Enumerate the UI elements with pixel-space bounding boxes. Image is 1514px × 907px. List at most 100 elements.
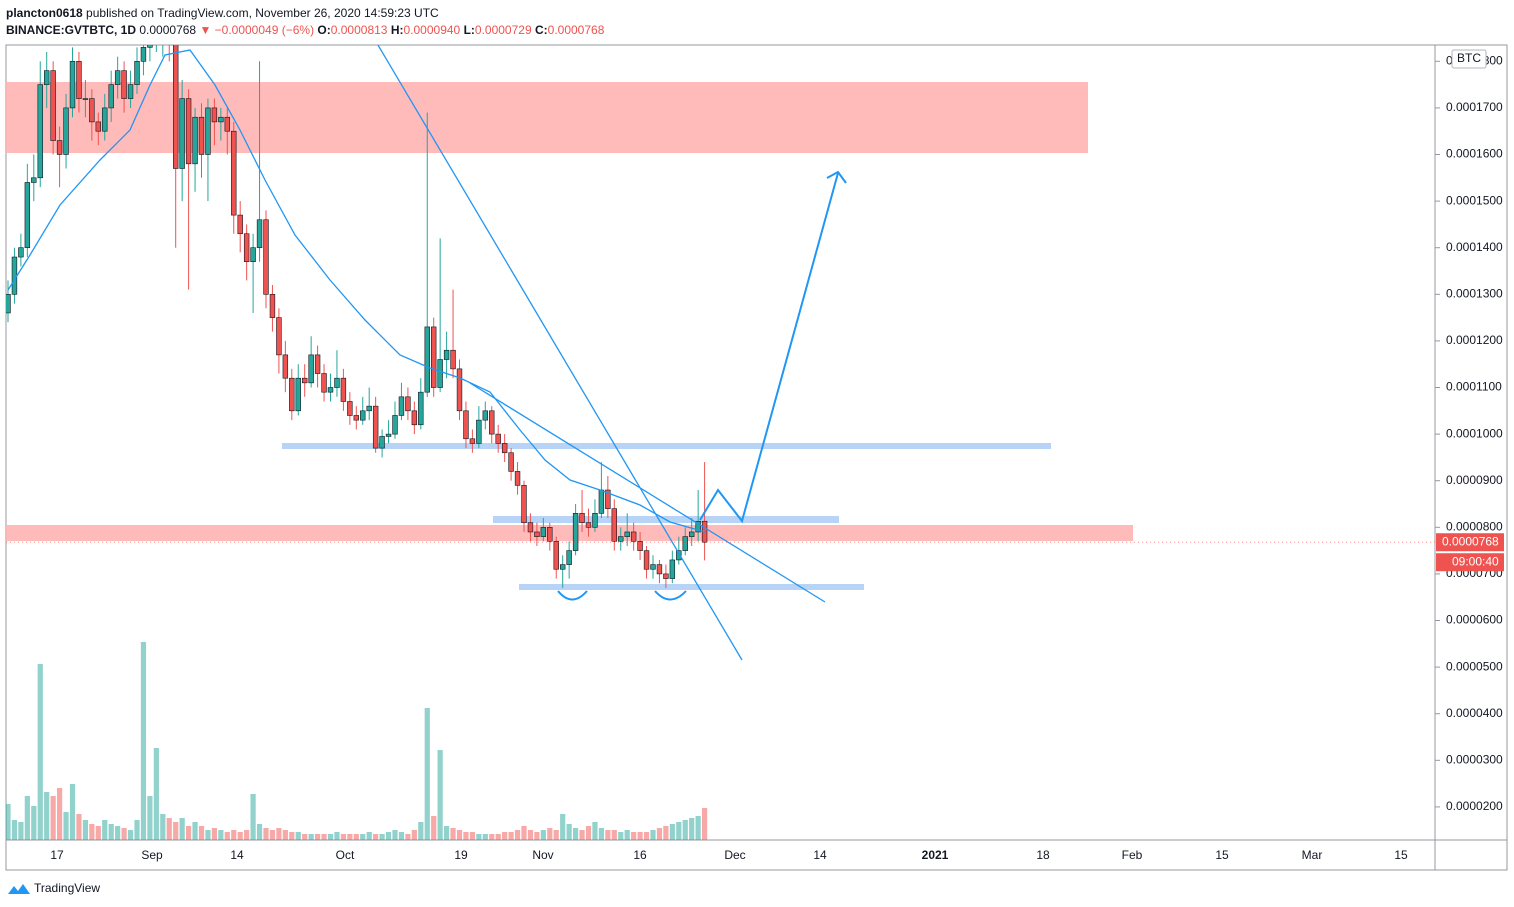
volume-bar bbox=[624, 830, 630, 840]
volume-bar bbox=[69, 784, 76, 840]
candle-body bbox=[360, 410, 366, 421]
y-tick-label: 0.0000300 bbox=[1446, 752, 1503, 766]
candle-body bbox=[592, 513, 598, 528]
volume-bar bbox=[50, 796, 56, 840]
volume-bar bbox=[244, 830, 250, 840]
candle-body bbox=[385, 433, 392, 437]
published: published on TradingView.com, November 2… bbox=[86, 6, 439, 20]
last-price: 0.0000768 bbox=[1442, 534, 1499, 548]
candle-body bbox=[205, 107, 211, 155]
volume-bar bbox=[347, 834, 353, 840]
candle-body bbox=[243, 233, 250, 262]
candle-body bbox=[534, 531, 540, 537]
candle-body bbox=[495, 433, 501, 444]
y-tick-label: 0.0001700 bbox=[1446, 100, 1503, 114]
volume-bar bbox=[547, 828, 553, 840]
volume-bar bbox=[95, 826, 101, 840]
x-tick-label: 2021 bbox=[922, 848, 949, 862]
ohlc-key: H: bbox=[390, 23, 404, 37]
volume-bar bbox=[560, 814, 566, 840]
candle-body bbox=[224, 116, 230, 132]
candle-body bbox=[134, 61, 140, 85]
volume-bar bbox=[308, 834, 314, 840]
candle-body bbox=[314, 354, 321, 374]
trend-line bbox=[377, 45, 743, 661]
volume-bar bbox=[424, 708, 430, 840]
volume-bar bbox=[573, 828, 579, 840]
volume-bar bbox=[405, 834, 411, 840]
y-tick-label: 0.0000200 bbox=[1446, 799, 1503, 813]
volume-bar bbox=[585, 826, 592, 840]
volume-bar bbox=[315, 834, 321, 840]
y-tick-label: 0.0001100 bbox=[1446, 380, 1502, 394]
volume-bar bbox=[527, 830, 534, 840]
volume-bar bbox=[482, 834, 488, 840]
volume-bar bbox=[102, 820, 108, 840]
y-tick-label: 0.0000900 bbox=[1446, 473, 1503, 487]
volume-bar bbox=[663, 826, 669, 840]
volume-bar bbox=[695, 816, 701, 840]
volume-bar bbox=[63, 812, 69, 840]
volume-bar bbox=[173, 822, 179, 840]
candle-body bbox=[321, 373, 327, 393]
candle-body bbox=[456, 368, 463, 412]
x-tick-label: 15 bbox=[1394, 848, 1408, 862]
volume-bar bbox=[334, 832, 340, 840]
volume-bar bbox=[676, 822, 682, 840]
currency-badge bbox=[1451, 49, 1487, 69]
volume-bar bbox=[398, 832, 405, 840]
volume-bar bbox=[44, 792, 50, 840]
bottom-arc bbox=[557, 590, 588, 601]
candle-body bbox=[295, 377, 301, 412]
x-tick-label: Oct bbox=[336, 848, 355, 862]
candle-body bbox=[676, 550, 682, 561]
candle-body bbox=[121, 70, 127, 99]
time-axis: 17 Sep 14 Oct 19 Nov 16 Dec 14 2021 18 Feb 15 Mar 15 bbox=[50, 848, 1408, 862]
volume-bar bbox=[198, 826, 205, 840]
projection-arrow bbox=[699, 172, 839, 524]
ohlc-h: H:0.0000940 bbox=[391, 23, 460, 37]
candle-body bbox=[140, 47, 147, 62]
candle-body bbox=[31, 177, 37, 183]
candle-body bbox=[185, 98, 192, 165]
candle-body bbox=[114, 70, 121, 85]
candle-body bbox=[269, 294, 276, 318]
volume-bar bbox=[631, 832, 637, 840]
candle-body bbox=[527, 522, 534, 533]
candle-body bbox=[256, 219, 263, 249]
volume-bar bbox=[534, 832, 540, 840]
volume-bar bbox=[618, 832, 624, 840]
bottom-arc bbox=[654, 590, 687, 601]
volume-bar bbox=[153, 748, 159, 840]
y-tick-label: 0.0000600 bbox=[1446, 613, 1503, 627]
volume-bar bbox=[108, 824, 114, 840]
candle-body bbox=[682, 536, 688, 551]
volume-bar bbox=[385, 832, 392, 840]
volume-bar bbox=[373, 834, 379, 840]
volume-bar bbox=[553, 830, 559, 840]
annotations bbox=[7, 45, 847, 661]
volume-bar bbox=[250, 794, 256, 840]
volume-bar bbox=[147, 796, 153, 840]
volume-bar bbox=[437, 750, 443, 840]
candle-body bbox=[598, 489, 605, 514]
frame bbox=[5, 44, 1508, 871]
volume-bar bbox=[392, 830, 398, 840]
volume-bar bbox=[650, 830, 656, 840]
volume-bar bbox=[411, 830, 417, 840]
candle-body bbox=[418, 391, 424, 426]
candle-body bbox=[192, 116, 198, 165]
candle-body bbox=[559, 564, 566, 570]
volume-bar bbox=[489, 834, 495, 840]
volume-bar bbox=[205, 830, 211, 840]
y-tick-label: 0.0001000 bbox=[1446, 426, 1503, 440]
candle-body bbox=[102, 107, 108, 132]
y-tick-label: 0.0000400 bbox=[1446, 706, 1503, 720]
x-tick-label: 14 bbox=[230, 848, 244, 862]
candle-body bbox=[379, 436, 385, 449]
volume-bar bbox=[237, 832, 243, 840]
volume-bar bbox=[134, 820, 140, 840]
ohlc-value: 0.0000940 bbox=[403, 23, 461, 37]
price: 0.0000768 bbox=[139, 23, 197, 37]
volume-bar bbox=[669, 824, 675, 840]
